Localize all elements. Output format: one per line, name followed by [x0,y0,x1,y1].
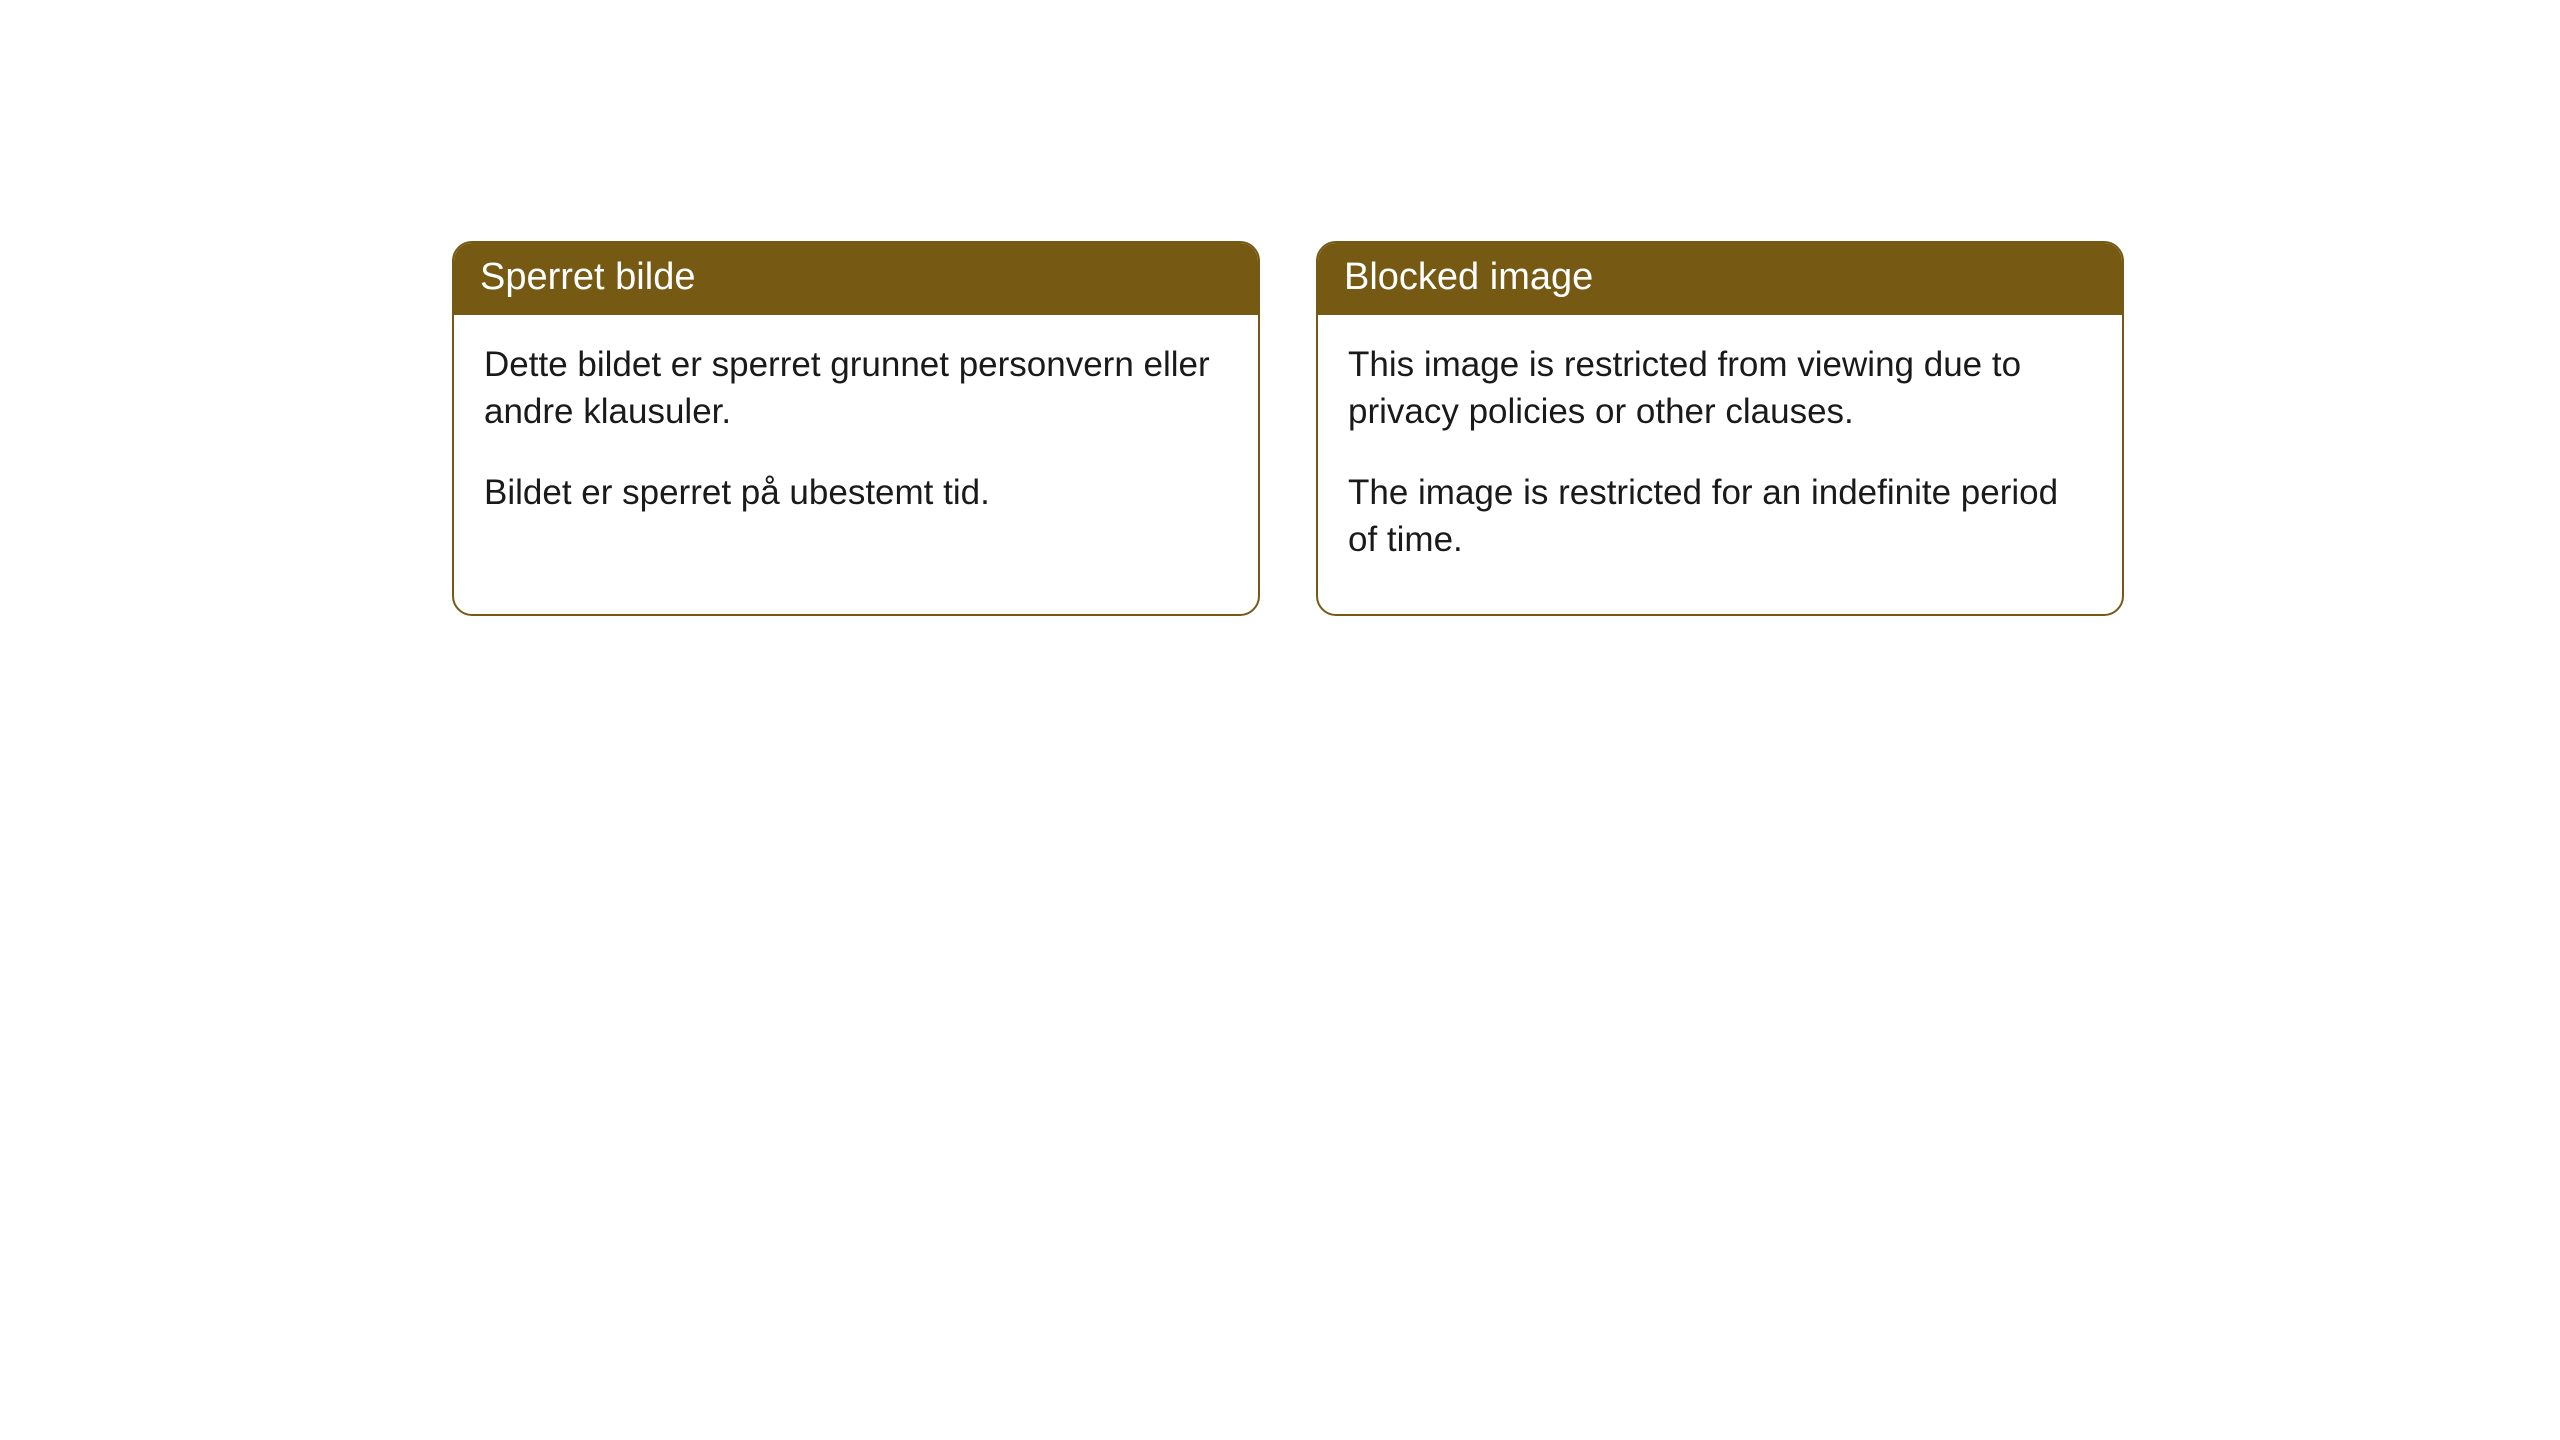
card-para1-no: Dette bildet er sperret grunnet personve… [484,341,1228,436]
card-para1-en: This image is restricted from viewing du… [1348,341,2092,436]
card-container: Sperret bilde Dette bildet er sperret gr… [0,0,2560,616]
blocked-image-card-en: Blocked image This image is restricted f… [1316,241,2124,616]
card-body-no: Dette bildet er sperret grunnet personve… [454,315,1258,567]
card-title-en: Blocked image [1318,243,2122,315]
blocked-image-card-no: Sperret bilde Dette bildet er sperret gr… [452,241,1260,616]
card-para2-en: The image is restricted for an indefinit… [1348,469,2092,564]
card-para2-no: Bildet er sperret på ubestemt tid. [484,469,1228,516]
card-title-no: Sperret bilde [454,243,1258,315]
card-body-en: This image is restricted from viewing du… [1318,315,2122,614]
